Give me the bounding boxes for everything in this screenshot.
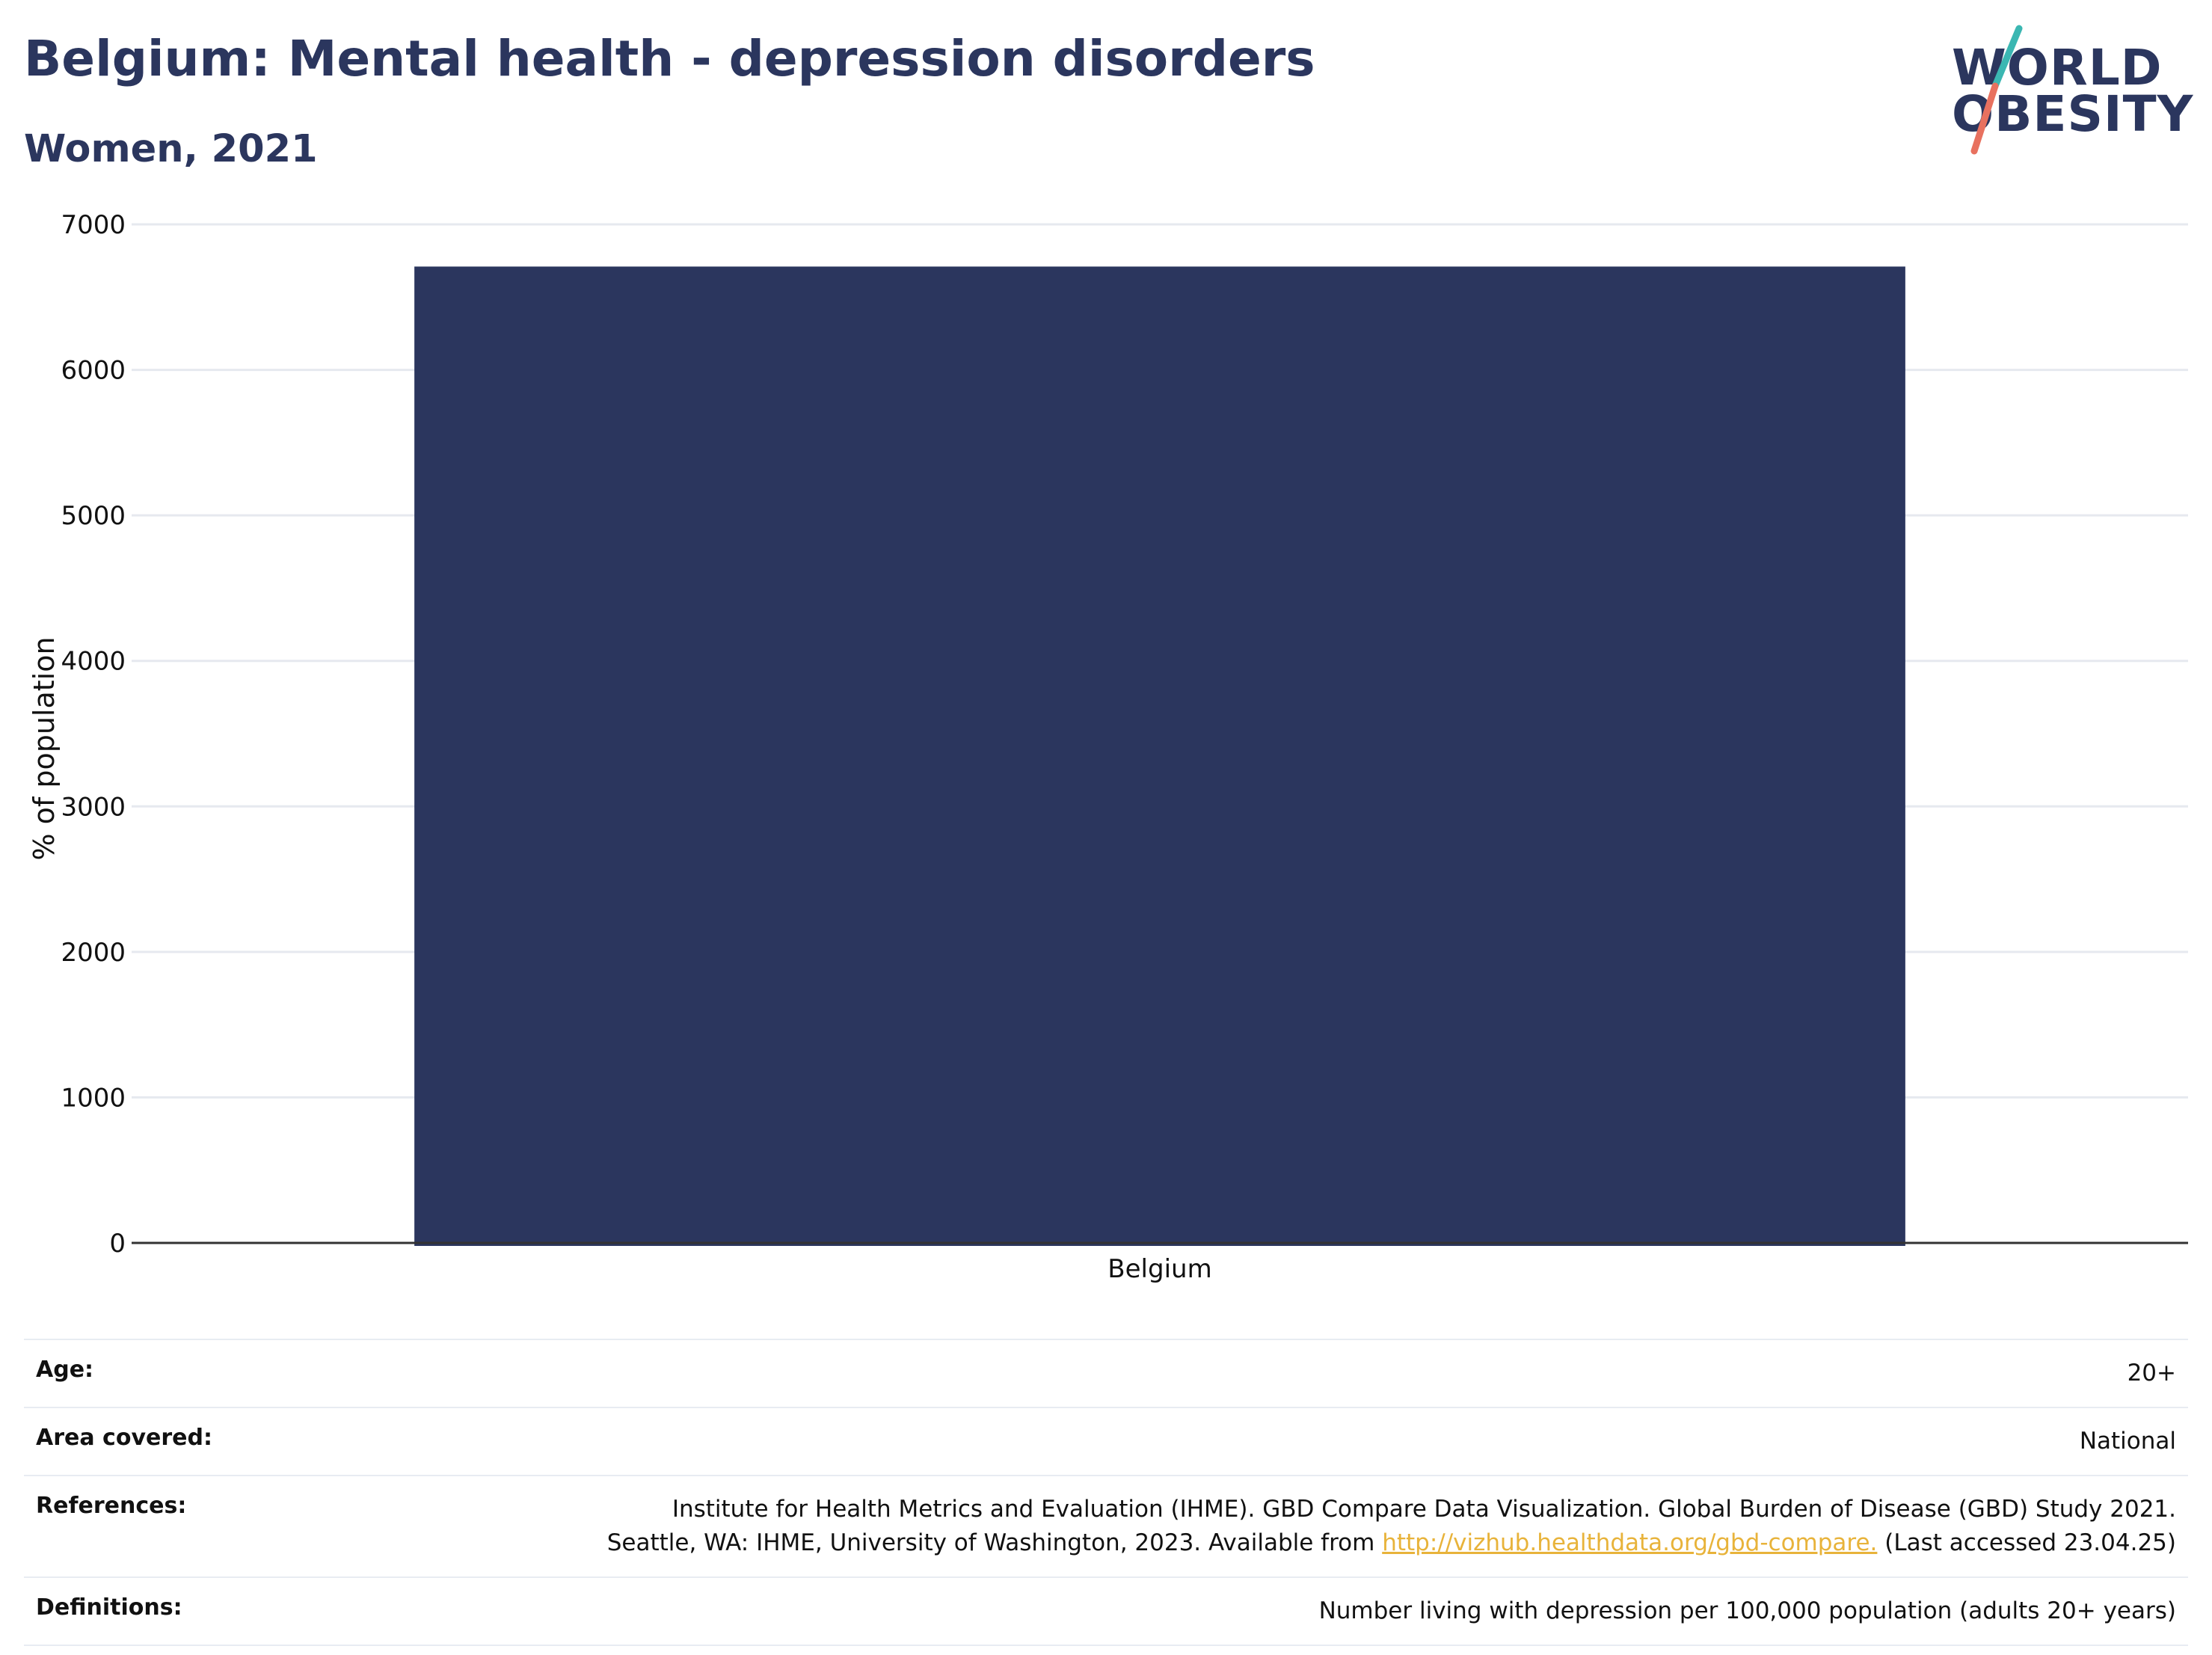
y-tick-label: 7000: [61, 210, 126, 240]
references-value: Institute for Health Metrics and Evaluat…: [362, 1474, 2188, 1578]
references-link[interactable]: http://vizhub.healthdata.org/gbd-compare…: [1382, 1529, 1878, 1556]
y-tick-label: 4000: [61, 647, 126, 677]
info-table: Age: 20+ Area covered: National Referenc…: [24, 1339, 2188, 1646]
logo-slash-icon: [1970, 25, 2023, 155]
info-row-area: Area covered: National: [24, 1406, 2188, 1476]
chart-subtitle: Women, 2021: [24, 127, 318, 171]
definitions-label: Definitions:: [24, 1576, 362, 1646]
bar-chart: 0 1000 2000 3000 4000 5000 6000 7000 Belgium % …: [28, 210, 2188, 1284]
info-row-references: References: Institute for Health Metrics…: [24, 1474, 2188, 1578]
logo-word-world: WORLD: [1952, 39, 2163, 96]
area-label: Area covered:: [24, 1406, 362, 1476]
bar-belgium: [414, 266, 1905, 1246]
references-label: References:: [24, 1474, 362, 1578]
info-row-age: Age: 20+: [24, 1339, 2188, 1408]
y-tick-label: 2000: [61, 938, 126, 968]
age-label: Age:: [24, 1339, 362, 1408]
references-line1: Institute for Health Metrics and Evaluat…: [672, 1495, 2176, 1523]
y-tick-label: 1000: [61, 1083, 126, 1113]
y-axis-title: % of population: [28, 636, 61, 860]
y-tick-label: 3000: [61, 792, 126, 822]
info-row-definitions: Definitions: Number living with depressi…: [24, 1576, 2188, 1646]
y-tick-label: 5000: [61, 501, 126, 531]
bars: [414, 266, 1905, 1246]
references-line2-prefix: Seattle, WA: IHME, University of Washing…: [606, 1529, 1383, 1556]
definitions-value: Number living with depression per 100,00…: [362, 1576, 2188, 1646]
age-value: 20+: [362, 1339, 2188, 1408]
y-tick-label: 6000: [61, 356, 126, 386]
x-tick-label: Belgium: [1107, 1254, 1211, 1284]
y-axis-ticks: 0 1000 2000 3000 4000 5000 6000 7000: [61, 210, 126, 1259]
x-axis-ticks: Belgium: [1107, 1254, 1211, 1284]
chart-title: Belgium: Mental health - depression diso…: [24, 30, 1315, 87]
references-line2-suffix: (Last accessed 23.04.25): [1877, 1529, 2176, 1556]
area-value: National: [362, 1406, 2188, 1476]
world-obesity-logo: WORLD OBESITY: [1952, 22, 2199, 157]
y-tick-label: 0: [109, 1229, 126, 1259]
